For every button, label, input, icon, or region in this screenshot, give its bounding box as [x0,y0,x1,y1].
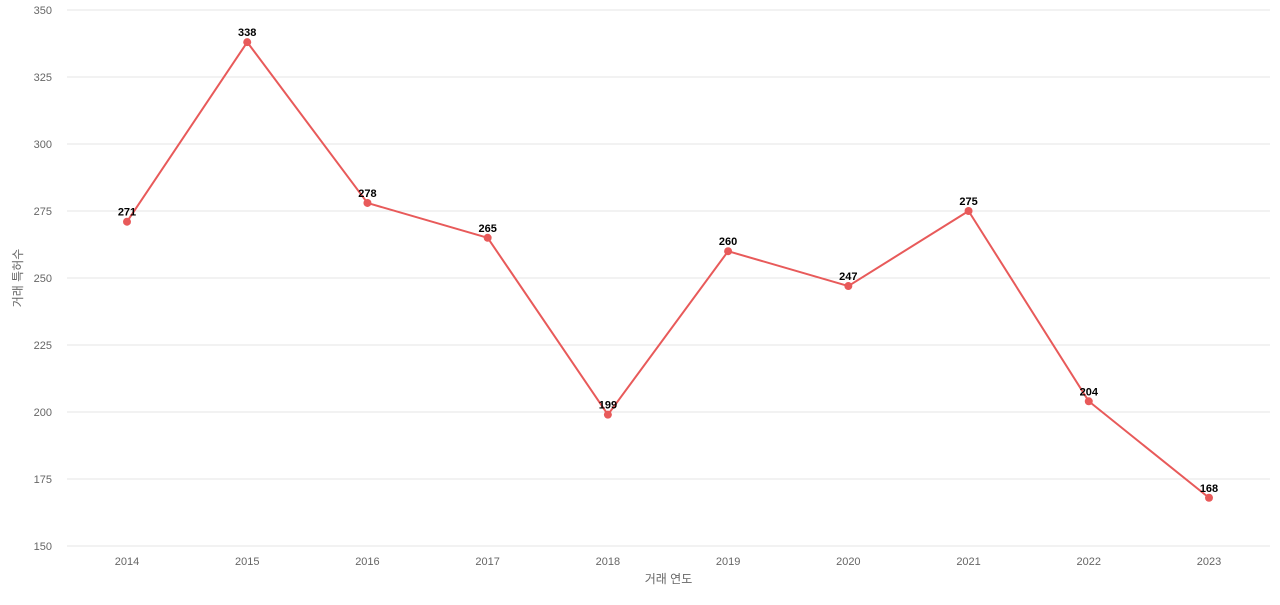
data-point[interactable] [964,207,973,215]
y-tick-label: 275 [34,206,52,218]
y-tick-label: 300 [34,139,52,151]
x-tick-label: 2022 [1077,556,1101,568]
data-point[interactable] [724,247,733,256]
data-label: 204 [1080,386,1099,398]
data-labels: 271 338 278 265 199 260 247 275 204 168 [118,27,1218,495]
data-label: 199 [599,400,617,412]
y-tick-label: 175 [34,474,52,486]
y-tick-label: 250 [34,273,52,285]
y-tick-label: 225 [34,340,52,352]
y-axis-ticks: 150 175 200 225 250 275 300 325 350 [34,5,52,553]
x-tick-label: 2015 [235,556,259,568]
x-tick-label: 2014 [115,556,139,568]
y-axis-title: 거래 특허수 [11,249,25,308]
data-point[interactable] [1084,397,1093,406]
data-point[interactable] [603,410,612,419]
y-tick-label: 350 [34,5,52,17]
x-tick-label: 2017 [475,556,499,568]
data-point[interactable] [483,233,492,242]
data-label: 275 [959,196,977,208]
y-tick-label: 325 [34,72,52,84]
data-label: 278 [358,188,376,200]
data-point[interactable] [243,38,252,47]
x-tick-label: 2018 [596,556,620,568]
x-tick-label: 2019 [716,556,740,568]
gridlines [67,9,1270,547]
data-label: 271 [118,207,136,219]
y-tick-label: 200 [34,407,52,419]
data-point[interactable] [363,198,372,207]
x-tick-label: 2020 [836,556,860,568]
x-axis-ticks: 2014 2015 2016 2017 2018 2019 2020 2021 2022 2023 [115,556,1221,568]
x-axis-title: 거래 연도 [645,572,693,586]
series-layer [123,38,1213,502]
x-tick-label: 2016 [355,556,379,568]
data-label: 247 [839,271,857,283]
series-line [126,41,1210,499]
x-tick-label: 2023 [1197,556,1221,568]
data-label: 168 [1200,483,1218,495]
data-point[interactable] [123,217,131,226]
data-label: 265 [478,223,496,235]
y-tick-label: 150 [34,541,52,553]
data-point[interactable] [844,282,853,291]
data-label: 338 [238,27,256,39]
data-label: 260 [719,236,737,248]
x-tick-label: 2021 [956,556,980,568]
data-point[interactable] [1205,493,1213,502]
